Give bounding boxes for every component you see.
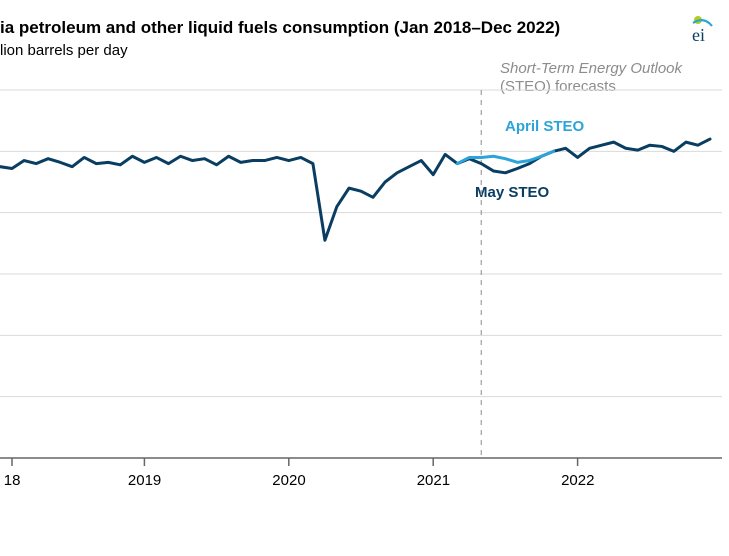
x-tick-label: 2021 <box>417 472 450 489</box>
plot-area <box>0 0 729 556</box>
x-tick-label: 2022 <box>561 472 594 489</box>
x-tick-label: 2019 <box>128 472 161 489</box>
x-tick-label: 18 <box>4 472 21 489</box>
chart-container: ia petroleum and other liquid fuels cons… <box>0 0 729 556</box>
x-tick-label: 2020 <box>272 472 305 489</box>
